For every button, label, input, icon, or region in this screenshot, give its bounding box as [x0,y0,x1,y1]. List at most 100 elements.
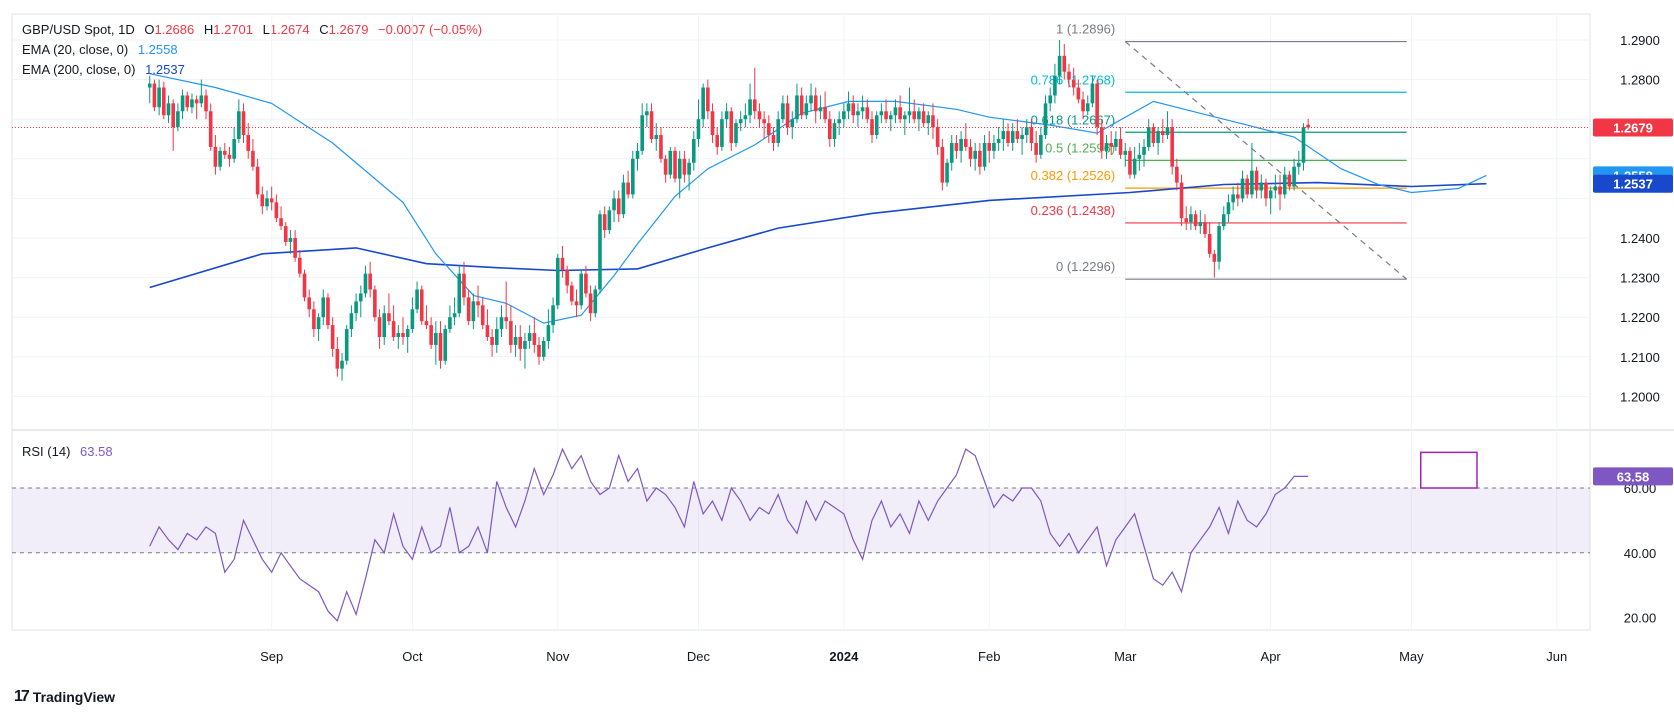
candle-body [673,150,677,179]
candle-body [1306,124,1310,128]
symbol-title: GBP/USD Spot, 1D [22,22,135,37]
candle-body [176,111,180,128]
candle-body [485,325,490,337]
candle-body [368,273,372,290]
candle-body [616,198,621,215]
open-label: O [144,22,155,37]
candle-body [954,142,959,151]
candle-body [471,301,476,322]
candle-body [842,111,846,120]
candle-body [1071,79,1076,88]
candle-body [1100,127,1104,151]
tradingview-logo[interactable]: 17 TradingView [14,688,115,706]
candle-body [199,95,204,104]
candle-body [1264,182,1268,199]
fib-level-label: 0.382 (1.2526) [1031,168,1116,183]
candle-body [1287,174,1292,187]
candle-body [1259,182,1264,191]
candle-body [335,348,340,369]
candle-body [330,325,335,349]
candle-body [448,317,452,330]
price-tick-label: 1.2100 [1620,350,1660,365]
candle-body [405,329,410,337]
candle-body [560,257,565,270]
candle-body [387,313,391,322]
price-tick-label: 1.2400 [1620,231,1660,246]
candle-body [185,95,190,108]
candle-body [818,107,823,112]
candle-body [283,226,288,242]
ema200-legend[interactable]: EMA (200, close, 0) 1.2537 [22,62,191,77]
price-tick-label: 1.2900 [1620,33,1660,48]
last-price-badge-bg [1593,118,1673,137]
candle-body [246,135,251,151]
candle-body [1296,162,1301,167]
candle-body [691,139,696,163]
candle-body [776,119,780,143]
ema200-label: EMA (200, close, 0) [22,62,136,77]
candle-body [1137,154,1142,159]
candle-body [312,309,316,330]
candle-body [748,99,752,116]
candle-body [269,198,274,203]
candle-body [626,182,630,195]
candle-body [541,340,546,357]
candle-body [687,162,691,175]
candle-body [298,257,302,274]
candle-body [588,293,593,314]
ohlc-low: L1.2674 [263,22,310,37]
candle-body [344,329,349,361]
candle-body [1240,178,1245,199]
candle-body [1273,186,1278,191]
candle-body [147,83,152,88]
candle-body [265,198,269,207]
low-value: 1.2674 [269,22,310,37]
candle-body [1292,166,1296,187]
rsi-tick-label: 20.00 [1624,611,1657,626]
candle-body [190,99,194,108]
ema20-value: 1.2558 [137,42,178,57]
candle-body [940,146,945,183]
candle-body [973,150,977,159]
candle-body [879,111,884,116]
ema20-legend[interactable]: EMA (20, close, 0) 1.2558 [22,42,184,57]
candle-body [237,111,241,139]
candle-body [992,142,996,151]
candle-body [1123,150,1128,155]
candle-body [429,325,433,345]
low-label: L [262,22,270,37]
time-tick-label: Apr [1261,649,1282,664]
candle-body [1301,127,1306,163]
ema200-badge: 1.2537 [1613,177,1653,192]
candle-body [649,111,654,139]
candle-body [795,95,799,120]
candle-body [1245,178,1249,195]
candle-body [602,214,607,231]
time-tick-label: 2024 [829,649,859,664]
candle-body [921,111,926,124]
candle-body [631,158,635,195]
fib-level-label: 1 (1.2896) [1056,22,1115,37]
rsi-legend[interactable]: RSI (14) 63.58 [22,444,119,459]
time-tick-label: Dec [687,649,711,664]
candle-body [373,289,377,318]
candle-body [696,119,701,139]
candle-body [255,166,260,195]
price-tick-label: 1.2000 [1620,389,1660,404]
candle-body [1034,142,1038,155]
candle-body [222,150,227,155]
candle-body [1226,202,1231,215]
candle-body [1010,131,1015,143]
candle-body [837,119,841,124]
symbol-legend: GBP/USD Spot, 1D O1.2686 H1.2701 L1.2674… [22,22,488,37]
candle-body [523,340,527,349]
candle-body [495,329,499,345]
candle-body [260,194,265,207]
candle-body [1076,87,1081,100]
ema200-badge-bg [1593,174,1673,193]
brand-label: TradingView [32,689,116,705]
candle-body [809,95,813,104]
candle-body [1001,131,1006,139]
candle-body [1090,83,1095,104]
